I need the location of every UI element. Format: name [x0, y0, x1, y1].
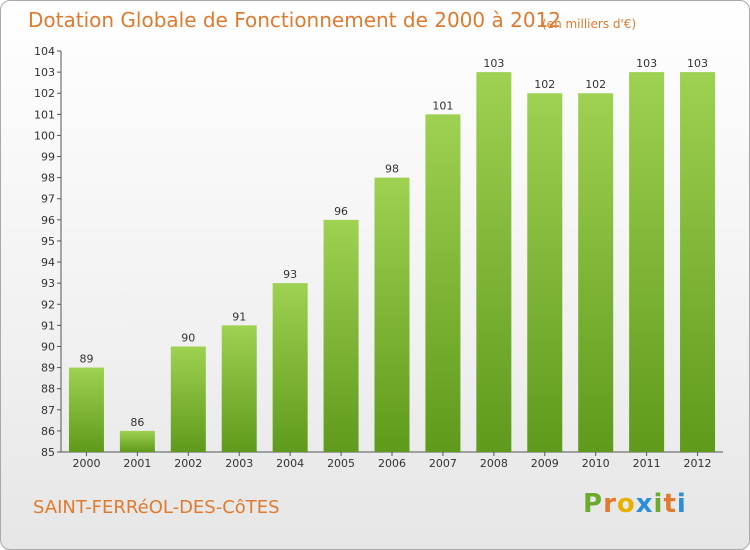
bar-value-label: 102	[585, 78, 606, 91]
bar	[476, 72, 512, 453]
bar	[425, 114, 461, 452]
bar	[374, 177, 410, 452]
bar	[578, 93, 614, 453]
y-tick-label: 90	[41, 340, 55, 353]
bar	[272, 283, 308, 452]
x-tick-label: 2006	[378, 457, 406, 470]
y-tick-label: 87	[41, 404, 55, 417]
bar-value-label: 91	[232, 310, 246, 323]
bar	[323, 219, 359, 452]
bar-value-label: 101	[432, 99, 453, 112]
y-tick-label: 102	[34, 87, 55, 100]
x-tick-label: 2010	[582, 457, 610, 470]
y-tick-label: 97	[41, 193, 55, 206]
y-tick-label: 95	[41, 235, 55, 248]
bar-value-label: 86	[130, 416, 144, 429]
bar-value-label: 96	[334, 205, 348, 218]
bar	[68, 367, 104, 452]
y-tick-label: 104	[34, 45, 55, 58]
x-tick-label: 2012	[684, 457, 712, 470]
x-tick-label: 2003	[225, 457, 253, 470]
y-tick-label: 98	[41, 172, 55, 185]
chart-title: Dotation Globale de Fonctionnement de 20…	[28, 8, 561, 32]
x-tick-label: 2007	[429, 457, 457, 470]
y-tick-label: 94	[41, 256, 55, 269]
bar-value-label: 89	[79, 353, 93, 366]
bar	[629, 72, 665, 453]
commune-name: SAINT-FERRéOL-DES-CôTES	[33, 497, 280, 518]
y-tick-label: 88	[41, 383, 55, 396]
bar	[170, 346, 206, 452]
x-tick-label: 2004	[276, 457, 304, 470]
chart-subtitle: (en milliers d'€)	[542, 17, 637, 31]
proxiti-logo[interactable]: Proxiti	[583, 489, 687, 519]
bar	[527, 93, 563, 453]
y-tick-label: 85	[41, 446, 55, 459]
y-tick-label: 86	[41, 425, 55, 438]
y-tick-label: 93	[41, 277, 55, 290]
x-tick-label: 2005	[327, 457, 355, 470]
x-tick-label: 2002	[174, 457, 202, 470]
x-tick-label: 2009	[531, 457, 559, 470]
y-tick-label: 89	[41, 362, 55, 375]
bar-value-label: 103	[687, 57, 708, 70]
bar-value-label: 102	[534, 78, 555, 91]
bar-value-label: 103	[483, 57, 504, 70]
bar	[680, 72, 716, 453]
y-tick-label: 92	[41, 298, 55, 311]
y-tick-label: 91	[41, 319, 55, 332]
bar-value-label: 103	[636, 57, 657, 70]
y-tick-label: 101	[34, 108, 55, 121]
y-tick-label: 103	[34, 66, 55, 79]
x-tick-label: 2008	[480, 457, 508, 470]
bar	[119, 430, 155, 452]
bar-value-label: 90	[181, 331, 195, 344]
x-tick-label: 2001	[123, 457, 151, 470]
y-tick-label: 100	[34, 129, 55, 142]
bar-value-label: 93	[283, 268, 297, 281]
y-tick-label: 96	[41, 214, 55, 227]
bar	[221, 325, 257, 452]
y-tick-label: 99	[41, 151, 55, 164]
bar-value-label: 98	[385, 163, 399, 176]
x-tick-label: 2000	[72, 457, 100, 470]
x-tick-label: 2011	[633, 457, 661, 470]
